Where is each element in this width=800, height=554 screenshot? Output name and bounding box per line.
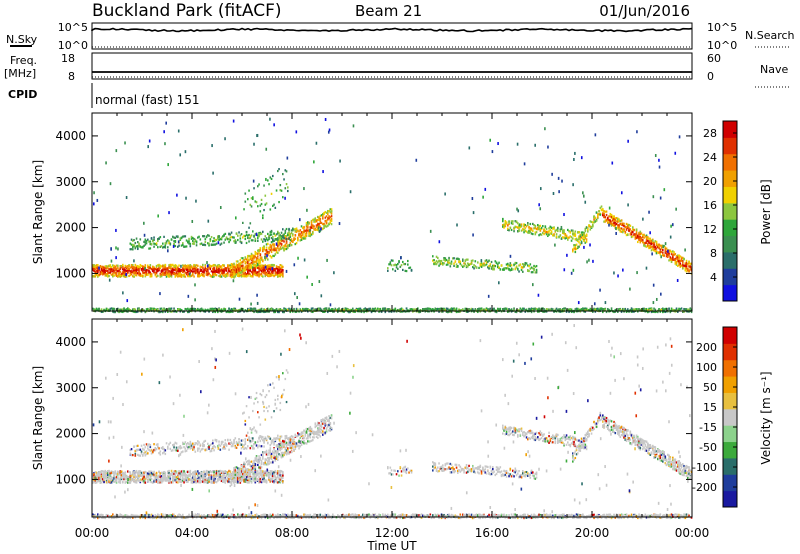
nsearch-label: N.Search [745, 29, 795, 42]
x-tick-label: 08:00 [275, 526, 310, 540]
colorbar-segment [723, 425, 737, 443]
power-colorbar: 4 8 12 16 20 24 28 [703, 120, 738, 302]
y-tick-label: 3000 [55, 175, 86, 189]
colorbar-segment [723, 268, 737, 286]
xaxis-label: Time UT [366, 539, 417, 553]
freq-panel: Freq. [MHz] 18 8 60 0 Nave [4, 52, 790, 88]
colorbar-tick-label: -200 [692, 481, 717, 494]
colorbar-segment [723, 202, 737, 220]
colorbar-segment [723, 343, 737, 361]
y-tick-label: 1000 [55, 472, 86, 486]
velocity-y-axis: 1000 2000 3000 4000 [55, 335, 692, 486]
y-tick-label: 2000 [55, 221, 86, 235]
colorbar-segment [723, 219, 737, 237]
colorbar-segment [723, 441, 737, 459]
colorbar-tick-label: -50 [699, 441, 717, 454]
colorbar-tick-label: 200 [696, 341, 717, 354]
colorbar-tick-label: 4 [710, 271, 717, 284]
freq-tick-top: 18 [61, 52, 75, 65]
velocity-colorbar: 200 100 50 15 -15 -50 -100 -200 [692, 326, 738, 508]
freq-tick-bottom: 8 [68, 70, 75, 83]
x-tick-label: 12:00 [375, 526, 410, 540]
cpid-value: normal (fast) 151 [95, 93, 199, 107]
colorbar-segment [723, 359, 737, 377]
y-tick-label: 3000 [55, 381, 86, 395]
nsky-label: N.Sky [6, 33, 38, 46]
velocity-data-layer [92, 324, 693, 520]
colorbar-segment [723, 392, 737, 410]
freq-label: Freq. [10, 54, 37, 67]
nave-tick-top: 60 [707, 52, 721, 65]
time-axis: 00:00 04:00 08:00 12:00 16:00 20:00 00:00 [75, 113, 710, 540]
colorbar-tick-label: 8 [710, 247, 717, 260]
cpid-panel: CPID normal (fast) 151 [8, 83, 199, 108]
freq-unit: [MHz] [4, 67, 36, 80]
station-title: Buckland Park (fitACF) [92, 1, 282, 21]
colorbar-tick-label: 12 [703, 223, 717, 236]
x-tick-label: 00:00 [675, 526, 710, 540]
colorbar-tick-label: 16 [703, 199, 717, 212]
colorbar-tick-label: 24 [703, 151, 717, 164]
nsky-tick-top: 10^5 [58, 21, 88, 34]
cpid-label: CPID [8, 88, 37, 101]
colorbar-tick-label: -15 [699, 421, 717, 434]
x-tick-label: 00:00 [75, 526, 110, 540]
colorbar-segment [723, 490, 737, 508]
nsky-panel: N.Sky 10^5 10^0 10^5 10^0 N.Search [6, 21, 795, 52]
colorbar-segment [723, 121, 737, 138]
colorbar-segment [723, 137, 737, 155]
nave-tick-bottom: 0 [707, 70, 714, 83]
colorbar-segment [723, 327, 737, 344]
colorbar-segment [723, 235, 737, 253]
power-cbar-label: Power [dB] [759, 179, 773, 244]
power-y-axis: 1000 2000 3000 4000 [55, 129, 692, 280]
colorbar-tick-label: 50 [703, 381, 717, 394]
colorbar-tick-label: 100 [696, 361, 717, 374]
colorbar-segment [723, 457, 737, 475]
nsky-trace [91, 27, 693, 33]
power-ylabel: Slant Range [km] [31, 160, 45, 264]
power-plot-frame [92, 113, 692, 311]
colorbar-segment [723, 474, 737, 492]
colorbar-segment [723, 153, 737, 171]
colorbar-segment [723, 376, 737, 393]
y-tick-label: 1000 [55, 266, 86, 280]
colorbar-tick-label: -100 [692, 461, 717, 474]
velocity-cbar-label: Velocity [m s⁻¹] [759, 371, 773, 464]
y-tick-label: 4000 [55, 129, 86, 143]
nsky-tick-bottom: 10^0 [58, 39, 88, 52]
x-tick-label: 20:00 [575, 526, 610, 540]
date-title: 01/Jun/2016 [599, 2, 690, 20]
colorbar-segment [723, 170, 737, 187]
nave-label: Nave [760, 63, 788, 76]
colorbar-tick-label: 28 [703, 127, 717, 140]
y-tick-label: 4000 [55, 335, 86, 349]
power-panel: 1000 2000 3000 4000 Slant Range [km] 4 8 12 16… [31, 112, 773, 314]
colorbar-segment [723, 186, 737, 204]
colorbar-segment [723, 408, 737, 426]
velocity-panel: 1000 2000 3000 4000 Slant Range [km] 200 100… [31, 318, 773, 520]
colorbar-segment [723, 284, 737, 302]
y-tick-label: 2000 [55, 427, 86, 441]
velocity-plot-frame [92, 319, 692, 517]
beam-title: Beam 21 [355, 2, 422, 20]
nsearch-tick-top: 10^5 [707, 21, 737, 34]
velocity-ylabel: Slant Range [km] [31, 366, 45, 470]
x-tick-label: 16:00 [475, 526, 510, 540]
colorbar-segment [723, 251, 737, 269]
nsearch-tick-bottom: 10^0 [707, 39, 737, 52]
colorbar-tick-label: 20 [703, 175, 717, 188]
x-tick-label: 04:00 [175, 526, 210, 540]
colorbar-tick-label: 15 [703, 401, 717, 414]
